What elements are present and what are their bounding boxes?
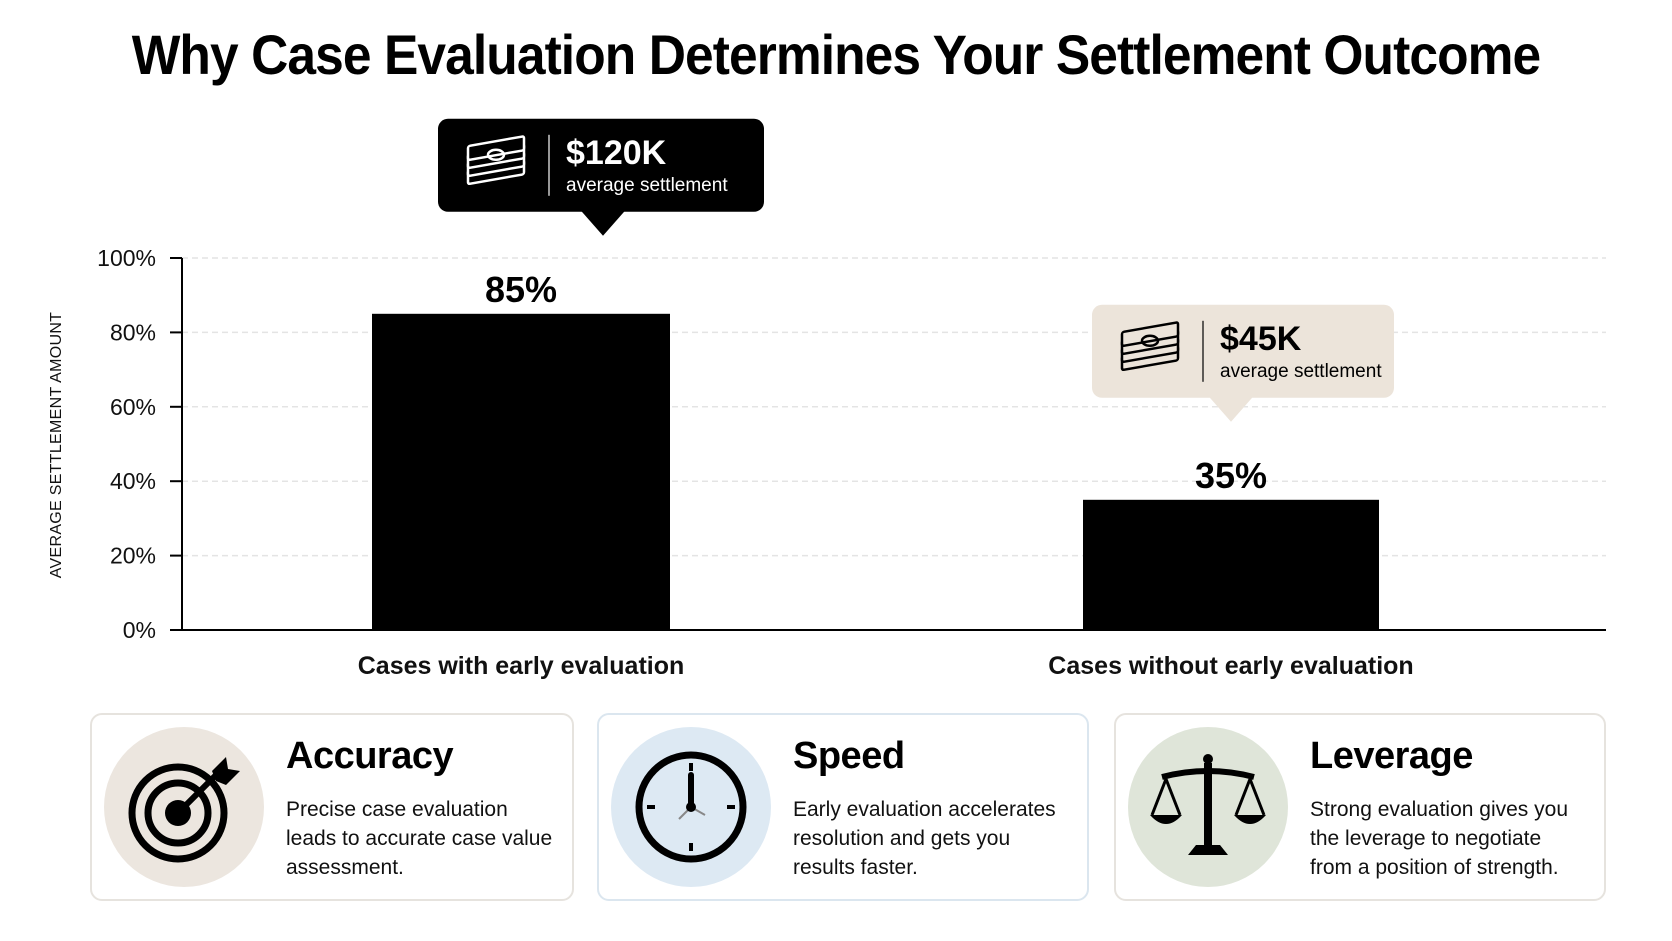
labels: 0% 20% 40% 60% 80% 100% AVERAGE SETTLEMENT AMO…	[48, 245, 1414, 680]
category-label: Cases without early evaluation	[1048, 652, 1413, 680]
grid-lines	[182, 257, 1606, 557]
money-bill-emblem	[1140, 334, 1160, 348]
callout: $120K average settlement	[438, 118, 764, 236]
category-label: Cases with early evaluation	[358, 652, 685, 680]
money-stack-icon	[466, 135, 526, 186]
card-text: Precise case evaluation leads to accurat…	[286, 798, 553, 879]
callouts: $120K average settlement $45K average settl…	[438, 118, 1394, 422]
bar	[372, 313, 670, 630]
card-accuracy: Accuracy Precise case evaluation leads t…	[90, 713, 574, 901]
card-text: Early evaluation accelerates resolution …	[793, 798, 1056, 879]
speed-icon-circle	[611, 727, 771, 887]
card-title: Speed	[793, 735, 905, 777]
accuracy-icon-circle	[104, 727, 264, 887]
bar-value-label: 85%	[485, 269, 557, 310]
callout-text: average settlement	[1220, 361, 1382, 382]
money-stack-icon	[1120, 321, 1180, 372]
bars	[372, 313, 1379, 630]
y-tick-label: 100%	[97, 245, 156, 271]
y-tick-label: 80%	[110, 319, 156, 345]
card-leverage: Leverage Strong evaluation gives you the…	[1114, 713, 1606, 901]
money-bill	[466, 135, 526, 162]
card-speed: Speed Early evaluation accelerates resol…	[597, 713, 1089, 901]
y-tick-label: 0%	[123, 617, 156, 643]
bar-chart: 0% 20% 40% 60% 80% 100% AVERAGE SETTLEMENT AMO…	[48, 118, 1606, 680]
y-tick-label: 40%	[110, 468, 156, 494]
callout-text: average settlement	[566, 175, 728, 196]
card-text: Strong evaluation gives you the leverage…	[1310, 798, 1568, 879]
leverage-icon-circle	[1128, 727, 1288, 887]
y-tick-label: 60%	[110, 394, 156, 420]
y-tick-label: 20%	[110, 543, 156, 569]
scales-icon	[1150, 754, 1266, 855]
page-title: Why Case Evaluation Determines Your Sett…	[131, 23, 1541, 86]
clock-icon	[635, 751, 747, 863]
target-icon	[128, 757, 240, 863]
card-title: Accuracy	[286, 735, 454, 777]
money-bill	[1120, 321, 1180, 348]
callout-pointer	[1209, 396, 1253, 422]
money-bill-emblem	[486, 148, 506, 162]
callout: $45K average settlement	[1092, 304, 1394, 422]
y-axis-title: AVERAGE SETTLEMENT AMOUNT	[48, 312, 65, 579]
card-title: Leverage	[1310, 735, 1473, 777]
callout-pointer	[581, 210, 625, 236]
callout-value: $45K	[1220, 320, 1302, 358]
bar-value-label: 35%	[1195, 455, 1267, 496]
callout-value: $120K	[566, 134, 667, 172]
bar	[1083, 499, 1379, 630]
